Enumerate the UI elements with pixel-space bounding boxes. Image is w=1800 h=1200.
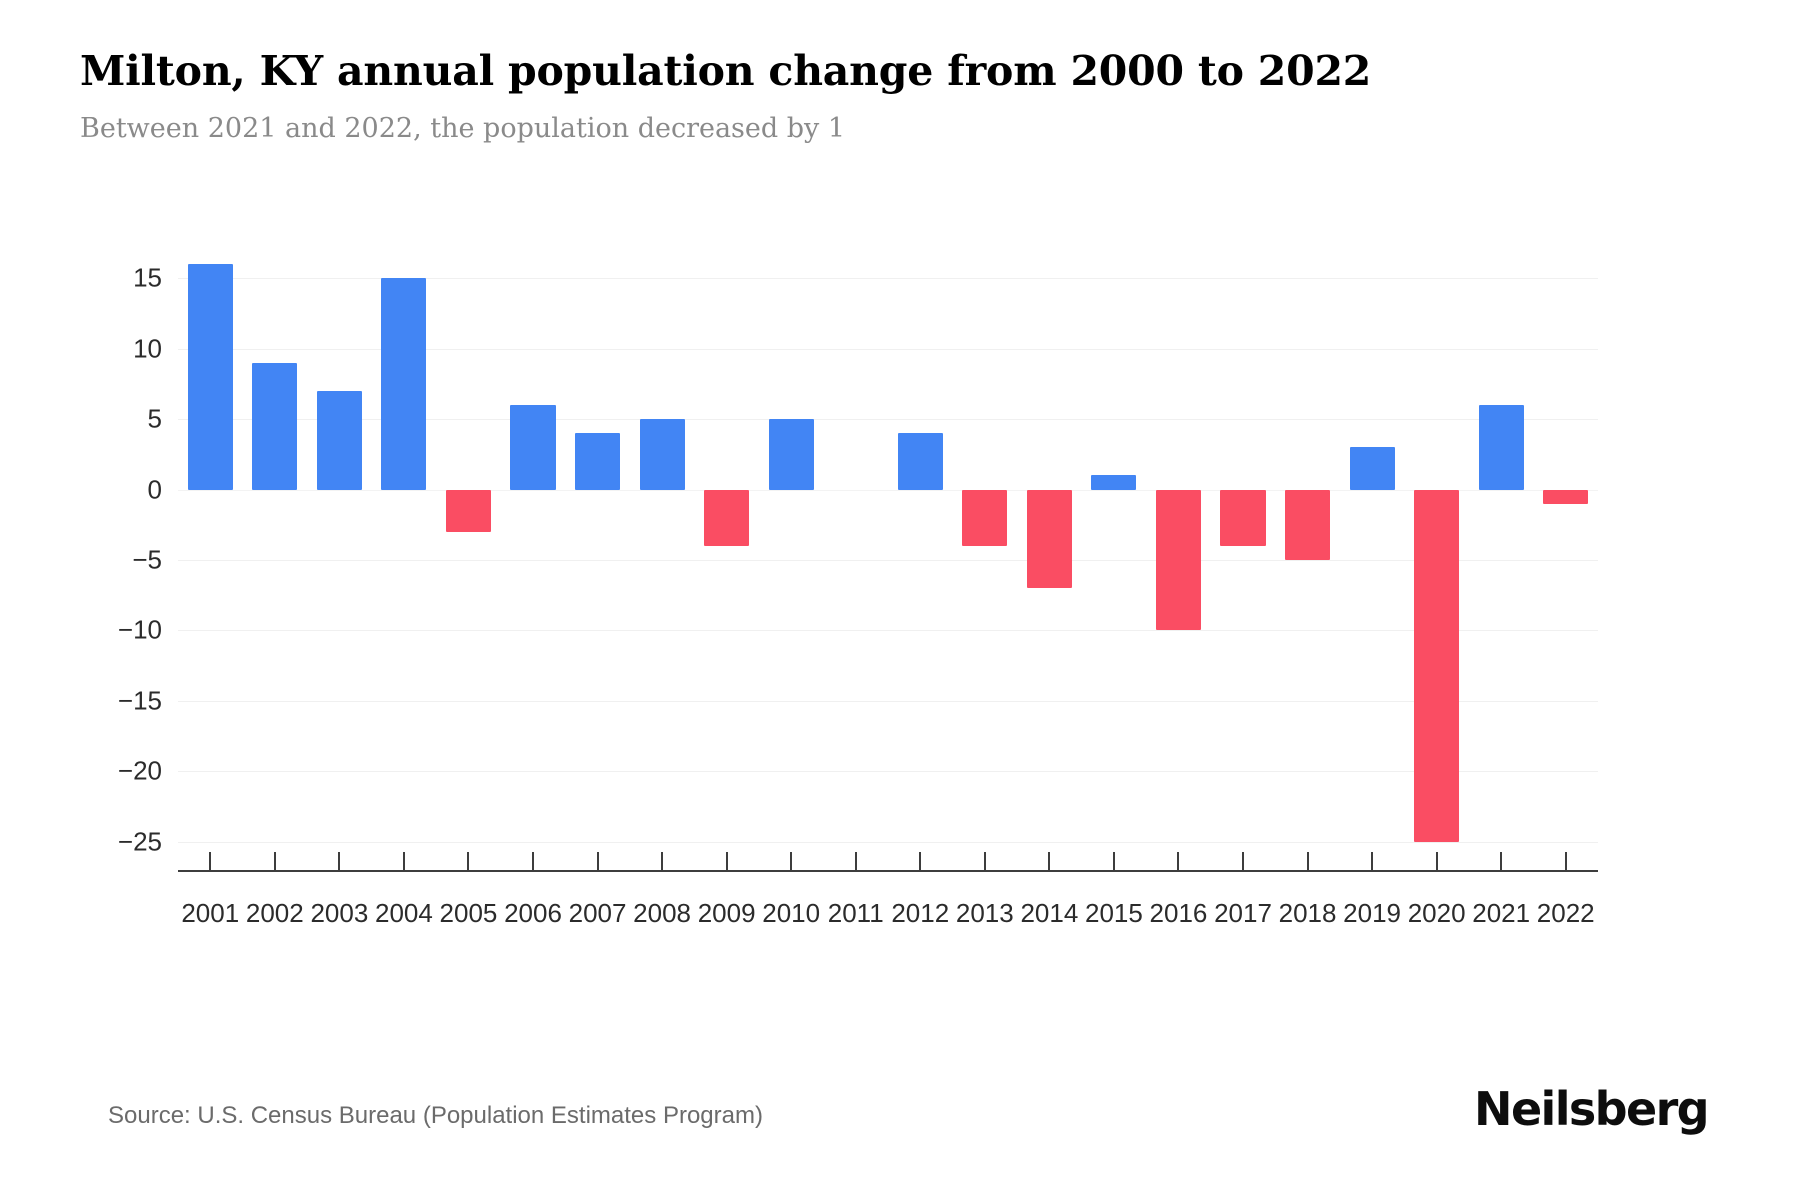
bar-2017[interactable] <box>1220 489 1266 546</box>
bar-2022[interactable] <box>1543 489 1589 504</box>
x-tick-label-2017: 2017 <box>1214 898 1272 928</box>
x-tick-mark <box>983 852 986 870</box>
x-tick-label-2005: 2005 <box>439 898 498 928</box>
bar-2015[interactable] <box>1091 475 1137 490</box>
gridline <box>178 419 1598 421</box>
y-tick-label: 0 <box>147 474 162 505</box>
source-note: Source: U.S. Census Bureau (Population E… <box>108 1102 763 1129</box>
y-tick-label: −10 <box>117 614 162 645</box>
x-tick-mark <box>919 852 922 870</box>
bar-2005[interactable] <box>445 489 492 532</box>
x-tick-mark <box>1112 852 1115 870</box>
bar-2008[interactable] <box>639 419 685 490</box>
x-tick-label-2003: 2003 <box>310 898 369 928</box>
gridline <box>178 348 1598 350</box>
x-tick-mark <box>661 852 664 870</box>
page-title: Milton, KY annual population change from… <box>80 47 1372 95</box>
gridline <box>178 700 1598 702</box>
x-tick-label-2014: 2014 <box>1020 898 1079 928</box>
bar-2002[interactable] <box>252 362 298 490</box>
x-tick-mark <box>790 852 793 870</box>
gridline <box>178 560 1598 561</box>
y-tick-label: −25 <box>117 826 162 857</box>
plot-canvas <box>178 250 1598 870</box>
bar-2009[interactable] <box>704 489 750 546</box>
bar-2013[interactable] <box>962 489 1008 546</box>
bar-2003[interactable] <box>316 390 362 490</box>
x-tick-mark <box>1306 852 1309 870</box>
x-tick-mark <box>1371 852 1374 870</box>
x-tick-label-2010: 2010 <box>762 898 821 928</box>
bar-2001[interactable] <box>187 264 233 490</box>
bar-2010[interactable] <box>768 419 814 490</box>
x-tick-label-2006: 2006 <box>504 898 562 928</box>
y-tick-label: 5 <box>147 403 162 434</box>
x-tick-label-2013: 2013 <box>955 898 1014 928</box>
x-axis-line <box>178 870 1598 872</box>
x-tick-label-2008: 2008 <box>633 898 691 928</box>
x-tick-label-2001: 2001 <box>181 898 240 928</box>
x-tick-label-2022: 2022 <box>1536 898 1595 928</box>
chart-plot-area: 15 10 5 0 −5 −10 −15 −20 −25 2001 2002 2003 2004 200… <box>80 250 1720 928</box>
bar-2021[interactable] <box>1478 405 1524 490</box>
y-tick-label: 15 <box>133 262 162 293</box>
gridline <box>178 630 1598 632</box>
x-tick-mark <box>467 852 470 870</box>
y-axis: 15 10 5 0 −5 −10 −15 −20 −25 <box>80 250 162 870</box>
x-tick-label-2012: 2012 <box>891 898 950 928</box>
bar-2004[interactable] <box>381 278 427 490</box>
bar-2006[interactable] <box>510 405 556 490</box>
brand-logo: Neilsberg <box>1474 1082 1710 1136</box>
x-tick-mark <box>1048 852 1051 870</box>
x-tick-mark <box>402 852 405 870</box>
chart-header: Milton, KY annual population change from… <box>80 47 1720 146</box>
x-tick-mark <box>854 852 857 870</box>
y-tick-label: −5 <box>132 544 162 575</box>
x-tick-mark <box>1500 852 1503 870</box>
x-tick-mark <box>1177 852 1180 870</box>
y-tick-label: 10 <box>133 333 162 364</box>
gridline <box>178 771 1598 773</box>
x-tick-label-2018: 2018 <box>1278 898 1337 928</box>
x-tick-mark <box>338 852 341 870</box>
x-tick-mark <box>1435 852 1438 870</box>
zero-gridline <box>178 489 1598 491</box>
x-tick-label-2015: 2015 <box>1084 898 1143 928</box>
x-tick-mark <box>532 852 534 870</box>
bar-2020[interactable] <box>1414 489 1460 842</box>
x-tick-label-2002: 2002 <box>245 898 304 928</box>
bar-series <box>178 250 1598 870</box>
x-tick-label-2004: 2004 <box>374 898 433 928</box>
bar-2018[interactable] <box>1284 489 1331 560</box>
x-tick-mark <box>1242 852 1244 870</box>
x-tick-label-2019: 2019 <box>1343 898 1401 928</box>
gridline <box>178 278 1598 280</box>
x-tick-label-2011: 2011 <box>827 898 884 928</box>
x-tick-label-2016: 2016 <box>1149 898 1208 928</box>
x-tick-label-2009: 2009 <box>697 898 756 928</box>
gridline <box>178 841 1598 843</box>
chart-subtitle: Between 2021 and 2022, the population de… <box>80 113 846 145</box>
x-tick-mark <box>725 852 728 870</box>
chart-footer: Source: U.S. Census Bureau (Population E… <box>0 1082 1800 1160</box>
bar-2012[interactable] <box>897 433 943 490</box>
x-axis: 2001 2002 2003 2004 2005 2006 2007 2008 2009 2010… <box>178 852 1598 990</box>
y-tick-label: −15 <box>117 685 162 716</box>
y-tick-label: −20 <box>117 755 162 786</box>
x-tick-label-2021: 2021 <box>1472 898 1531 928</box>
x-tick-mark <box>596 852 599 870</box>
x-tick-label-2020: 2020 <box>1407 898 1466 928</box>
bar-2016[interactable] <box>1155 489 1202 631</box>
bar-2019[interactable] <box>1349 447 1395 490</box>
x-tick-mark <box>1564 852 1567 870</box>
x-tick-label-2007: 2007 <box>568 898 627 928</box>
x-tick-mark <box>209 852 212 870</box>
bar-2007[interactable] <box>574 433 621 490</box>
bar-2014[interactable] <box>1026 489 1072 589</box>
x-tick-mark <box>273 852 276 870</box>
